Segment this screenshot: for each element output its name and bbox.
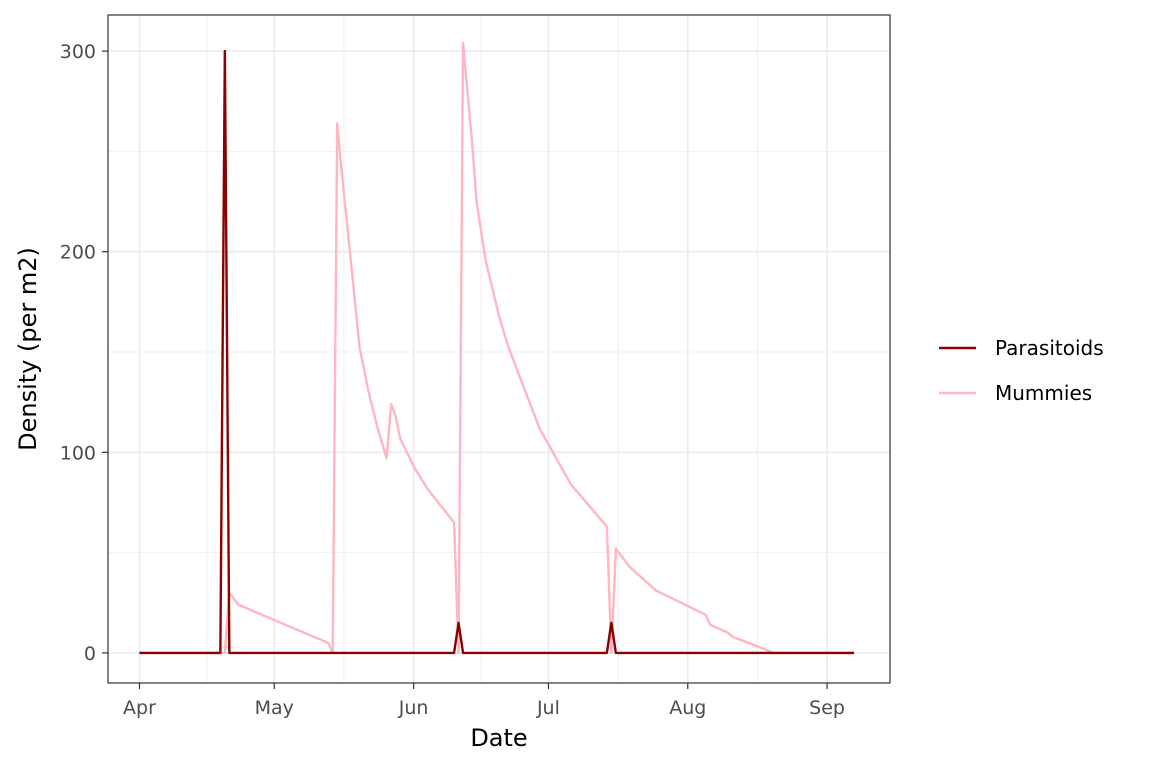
series-line-mummies bbox=[139, 41, 855, 655]
legend-label-mummies: Mummies bbox=[995, 381, 1092, 405]
y-tick-label: 0 bbox=[84, 643, 96, 665]
y-tick-label: 100 bbox=[60, 442, 96, 464]
x-tick-label: Apr bbox=[123, 697, 156, 719]
series-layer bbox=[139, 41, 855, 655]
y-tick-label: 200 bbox=[60, 242, 96, 264]
x-tick-label: May bbox=[255, 697, 294, 719]
plot-panel-border bbox=[107, 14, 891, 684]
legend-label-parasitoids: Parasitoids bbox=[995, 336, 1104, 360]
plot-background bbox=[108, 15, 890, 683]
x-tick-label: Aug bbox=[669, 697, 706, 719]
x-axis-title: Date bbox=[470, 724, 527, 752]
minor-gridlines bbox=[108, 15, 890, 683]
x-tick-label: Sep bbox=[809, 697, 845, 719]
series-line-parasitoids bbox=[139, 49, 855, 655]
y-axis: 0 100 200 300 bbox=[60, 41, 108, 665]
y-tick-label: 300 bbox=[60, 41, 96, 63]
x-tick-label: Jul bbox=[536, 697, 560, 719]
y-axis-title: Density (per m2) bbox=[14, 247, 42, 451]
x-tick-label: Jun bbox=[398, 697, 429, 719]
x-axis: Apr May Jun Jul Aug Sep bbox=[123, 683, 845, 719]
legend: Parasitoids Mummies bbox=[939, 336, 1104, 405]
